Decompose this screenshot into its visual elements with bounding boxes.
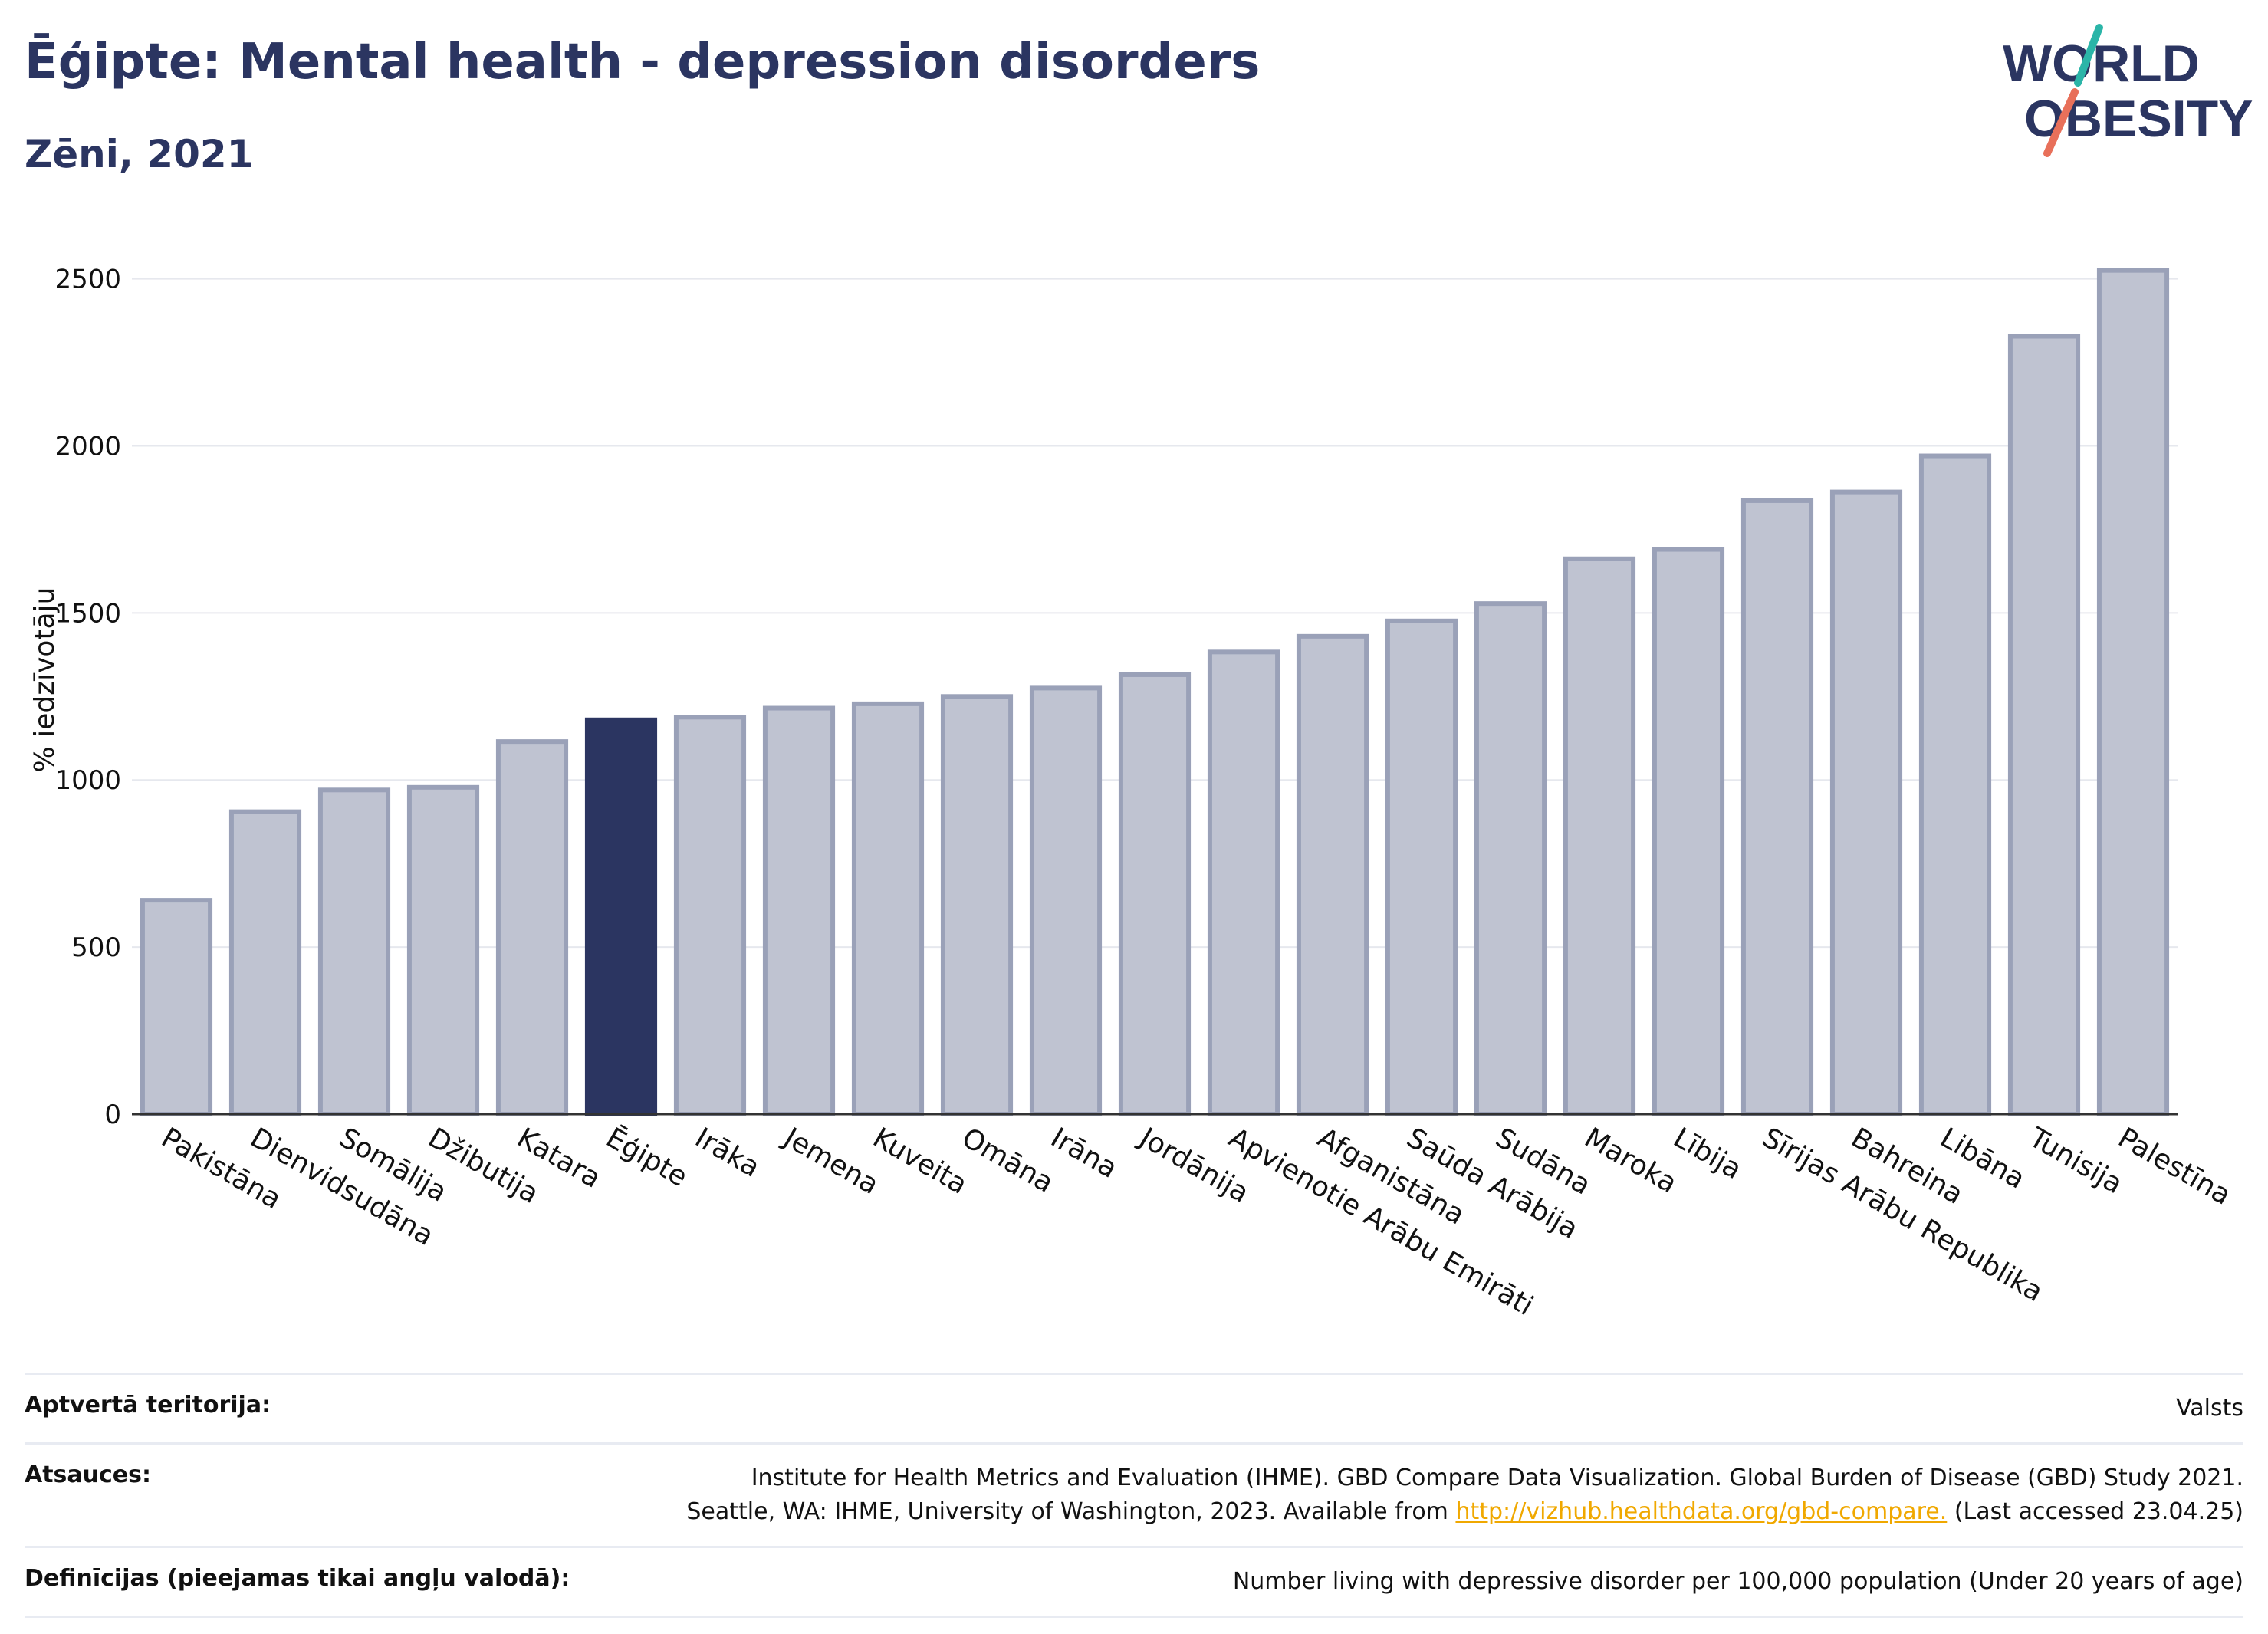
bar [762,705,836,1116]
bar [1652,547,1725,1116]
y-tick-label: 500 [71,932,121,963]
bar [228,809,302,1116]
x-tick-label: Irāka [690,1122,765,1183]
x-tick-label: Palestīna [2113,1122,2237,1212]
footer-row-definitions: Definīcijas (pieejamas tikai angļu valod… [25,1546,2243,1618]
bar [2096,268,2170,1116]
y-axis-label: % iedzīvotāju [29,587,61,773]
bar [1740,498,1814,1117]
bar [1118,672,1192,1116]
y-tick-label: 1000 [54,765,121,796]
source-line1: Institute for Health Metrics and Evaluat… [751,1465,2243,1491]
bar [495,739,569,1116]
chart-title: Ēģipte: Mental health - depression disor… [25,34,1261,90]
bar [1029,685,1103,1116]
bar [140,898,213,1116]
y-tick-labels: 0 500 1000 1500 2000 2500 [54,265,121,1130]
bar [406,784,480,1116]
footer-label-coverage: Aptvertā teritorija: [25,1392,271,1419]
footer-value-sources: Institute for Health Metrics and Evaluat… [686,1461,2243,1529]
y-tick-label: 0 [104,1100,121,1130]
footer-label-definitions: Definīcijas (pieejamas tikai angļu valod… [25,1565,570,1592]
bar-chart: 0 500 1000 1500 2000 2500 PakistānaDienvidsud… [29,265,2237,1323]
x-tick-labels: PakistānaDienvidsudānaSomālijaDžibutijaK… [156,1121,2237,1322]
footer-label-sources: Atsauces: [25,1461,151,1488]
bar [1385,618,1458,1116]
bar [1296,633,1369,1116]
bar [1207,649,1280,1116]
bars [140,268,2170,1117]
footer-row-coverage: Aptvertā teritorija: Valsts [25,1373,2243,1442]
x-tick-label: Ēģipte [601,1122,693,1193]
bar [2007,334,2081,1116]
footer-value-definitions: Number living with depressive disorder p… [1232,1568,2243,1595]
bar [851,701,925,1116]
x-tick-label: Maroka [1579,1122,1682,1199]
bar [1474,601,1547,1116]
bar-highlight [584,717,658,1116]
source-link[interactable]: http://vizhub.healthdata.org/gbd-compare… [1455,1498,1948,1525]
source-line2-pre: Seattle, WA: IHME, University of Washing… [686,1498,1456,1525]
bar [940,694,1014,1116]
x-tick-label: Jemena [777,1121,884,1201]
footer-value-coverage: Valsts [2176,1395,2243,1422]
y-tick-label: 2500 [54,265,121,295]
y-tick-label: 2000 [54,431,121,462]
logo-line1: WORLD [2003,35,2200,93]
x-tick-label: Tunisija [2023,1122,2128,1200]
x-tick-label: Omāna [957,1122,1059,1199]
bar [1563,556,1636,1116]
logo-slash-top [2074,24,2103,87]
source-line2-post: (Last accessed 23.04.25) [1947,1498,2243,1525]
footer-row-sources: Atsauces: Institute for Health Metrics a… [25,1442,2243,1546]
footer-table: Aptvertā teritorija: Valsts Atsauces: In… [25,1373,2243,1618]
x-tick-label: Irāna [1046,1122,1122,1185]
chart-subtitle: Zēni, 2021 [25,132,254,176]
world-obesity-logo: WORLD OBESITY [2003,24,2253,157]
bar [673,715,747,1116]
y-tick-label: 1500 [54,598,121,629]
bar [1829,489,1903,1116]
x-tick-label: Kuveita [868,1122,973,1201]
bar [1918,453,1992,1116]
bar [317,787,391,1116]
logo-slash-bottom [2043,88,2079,157]
